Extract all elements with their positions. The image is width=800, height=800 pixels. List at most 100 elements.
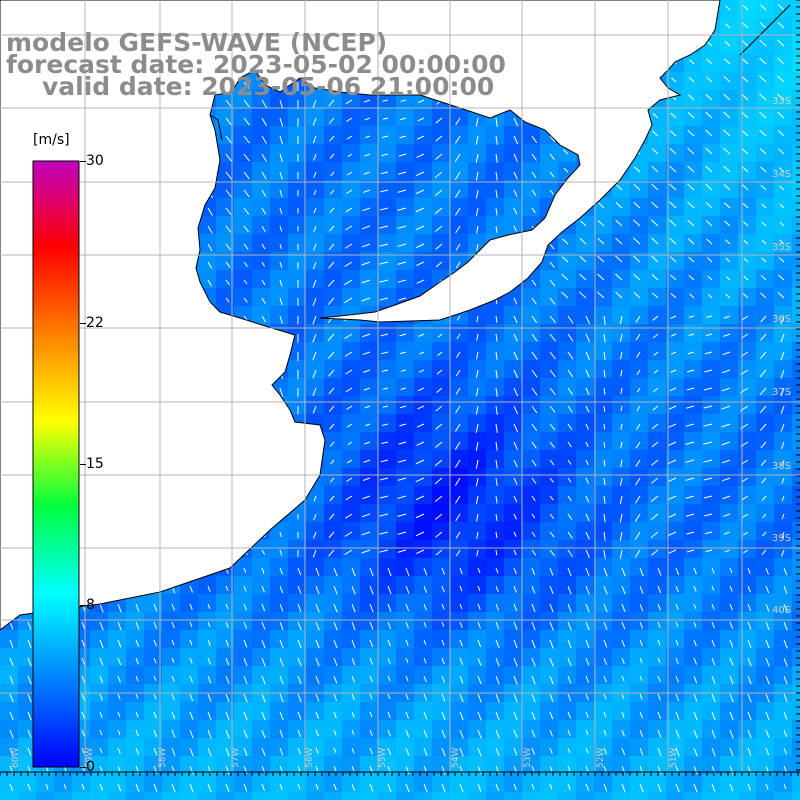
field-cell: [216, 648, 234, 666]
field-cell: [522, 738, 540, 756]
field-cell: [270, 594, 288, 612]
field-cell: [432, 468, 450, 486]
wind-arrow: [361, 225, 371, 230]
wind-arrow: [363, 387, 371, 391]
wind-arrow: [477, 693, 482, 703]
wind-arrow: [369, 675, 373, 683]
wind-arrow: [603, 513, 606, 523]
wind-arrow: [741, 315, 749, 321]
wind-arrow: [189, 585, 193, 593]
field-cell: [558, 360, 576, 378]
wind-arrow: [513, 711, 518, 721]
wind-arrow: [759, 75, 767, 83]
wind-arrow: [531, 351, 538, 360]
wind-arrow: [171, 675, 175, 682]
wind-arrow: [723, 202, 731, 209]
wind-arrow: [634, 531, 641, 540]
field-cell: [504, 576, 522, 594]
field-cell: [720, 468, 738, 486]
field-cell: [540, 792, 558, 800]
field-cell: [432, 378, 450, 396]
wind-arrow: [415, 171, 425, 177]
wind-arrow: [603, 315, 606, 325]
field-cell: [630, 396, 648, 414]
field-cell: [612, 432, 630, 450]
wind-arrow: [621, 729, 625, 737]
field-cell: [558, 432, 576, 450]
wind-arrow: [561, 256, 569, 263]
wind-arrow: [621, 567, 626, 577]
wind-arrow: [315, 675, 320, 685]
wind-arrow: [99, 729, 103, 736]
field-cell: [702, 774, 720, 792]
field-cell: [774, 594, 792, 612]
wind-arrow: [346, 477, 353, 482]
wind-arrow: [315, 585, 320, 595]
wind-arrow: [328, 405, 335, 412]
wind-arrow: [585, 783, 590, 791]
wind-arrow: [780, 405, 785, 415]
wind-arrow: [415, 243, 425, 249]
wind-arrow: [387, 567, 392, 577]
field-cell: [540, 612, 558, 630]
wind-arrow: [779, 239, 785, 245]
wind-arrow: [441, 729, 446, 739]
wind-arrow: [313, 495, 317, 502]
field-cell: [522, 702, 540, 720]
field-cell: [342, 540, 360, 558]
wind-arrow: [400, 351, 407, 355]
field-cell: [18, 720, 36, 738]
wind-arrow: [9, 675, 14, 685]
field-cell: [324, 270, 342, 288]
field-cell: [486, 198, 504, 216]
field-cell: [756, 378, 774, 396]
wind-arrow: [651, 549, 659, 556]
wind-arrow: [651, 274, 659, 281]
field-cell: [288, 792, 306, 800]
field-cell: [486, 144, 504, 162]
wind-arrow: [243, 243, 249, 250]
wind-arrow: [721, 459, 731, 464]
field-cell: [450, 378, 468, 396]
field-cell: [738, 360, 756, 378]
wind-arrow: [225, 765, 230, 775]
wind-arrow: [780, 369, 785, 379]
field-cell: [432, 180, 450, 198]
wind-arrow: [369, 603, 374, 613]
wind-arrow: [675, 567, 680, 576]
wind-arrow: [381, 153, 389, 157]
field-cell: [558, 648, 576, 666]
wind-arrow: [585, 441, 589, 448]
field-cell: [162, 702, 180, 720]
field-cell: [90, 648, 108, 666]
field-cell: [270, 720, 288, 738]
wind-arrow: [723, 513, 731, 517]
field-cell: [234, 126, 252, 144]
field-cell: [108, 756, 126, 774]
wind-arrow: [765, 603, 770, 612]
wind-arrow: [686, 387, 695, 391]
wind-arrow: [636, 405, 641, 412]
wind-arrow: [351, 693, 355, 701]
field-cell: [504, 594, 522, 612]
wind-arrow: [279, 693, 284, 703]
field-cell: [468, 162, 486, 180]
field-cell: [468, 432, 486, 450]
wind-arrow: [633, 184, 641, 191]
wind-arrow: [243, 621, 248, 629]
field-cell: [612, 666, 630, 684]
wind-arrow: [531, 315, 538, 324]
field-cell: [558, 594, 576, 612]
wind-arrow: [312, 549, 317, 558]
wind-arrow: [687, 238, 695, 245]
lon-label: 59W: [85, 748, 95, 768]
field-cell: [18, 630, 36, 648]
wind-arrow: [441, 657, 445, 665]
field-cell: [792, 774, 800, 792]
field-cell: [414, 180, 432, 198]
wind-arrow: [687, 129, 695, 137]
wind-arrow: [711, 567, 715, 574]
wind-arrow: [675, 585, 679, 593]
wind-arrow: [344, 531, 353, 537]
wind-arrow: [398, 171, 407, 175]
